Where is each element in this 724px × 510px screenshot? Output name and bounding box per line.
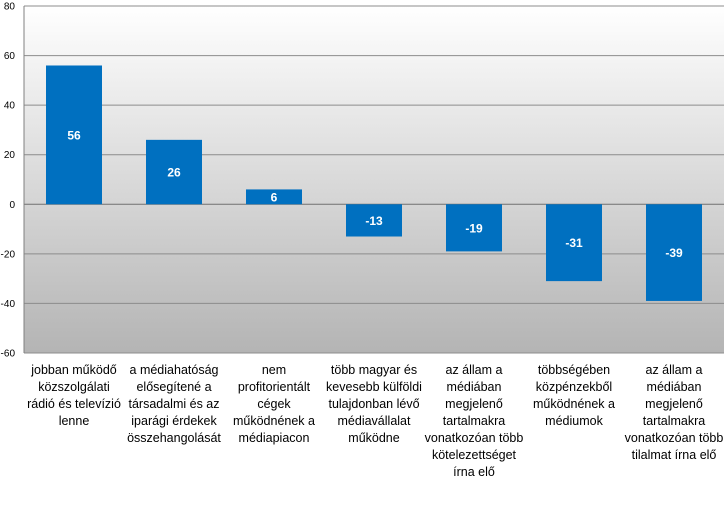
y-tick-label: 60: [4, 51, 16, 62]
bar: [446, 204, 502, 252]
axes: 80 60 40 20 0 -20 -40 -60: [1, 2, 25, 360]
data-label: -39: [665, 246, 683, 260]
bar: [46, 65, 102, 205]
bar: [346, 204, 402, 237]
y-tick-label: -40: [1, 299, 16, 310]
data-label: 6: [271, 190, 278, 204]
gridlines: [24, 5, 724, 354]
x-category-label: jobban működő közszolgálati rádió és tel…: [27, 363, 121, 428]
data-label: 26: [167, 166, 181, 180]
bar: [246, 189, 302, 205]
y-tick-label: -20: [1, 249, 16, 260]
bar: [146, 139, 202, 205]
data-label: -19: [465, 221, 483, 235]
x-category-label: nem profitorientált cégek működnének a m…: [232, 363, 315, 445]
y-tick-label: 80: [4, 2, 16, 13]
bar: [646, 204, 702, 301]
x-category-label: a médiahatóság elősegítené a társadalmi …: [127, 363, 221, 445]
bars: 56 26 6 -13 -19 -31 -39: [46, 65, 702, 301]
plot-area: [24, 6, 724, 353]
x-category-label: több magyar és kevesebb külföldi tulajdo…: [326, 363, 422, 445]
x-category-label: az állam a médiában megjelenő tartalmakr…: [424, 363, 524, 479]
y-tick-label: 20: [4, 150, 16, 161]
x-category-label: többségében közpénzekből működnének a mé…: [532, 363, 615, 428]
y-tick-label: 0: [9, 200, 15, 211]
data-label: -31: [565, 236, 583, 250]
data-label: 56: [67, 128, 81, 142]
x-category-label: az állam a médiában megjelenő tartalmakr…: [624, 363, 724, 462]
y-tick-label: -60: [1, 349, 16, 360]
data-label: -13: [365, 214, 383, 228]
y-tick-label: 40: [4, 101, 16, 112]
bar: [546, 204, 602, 282]
